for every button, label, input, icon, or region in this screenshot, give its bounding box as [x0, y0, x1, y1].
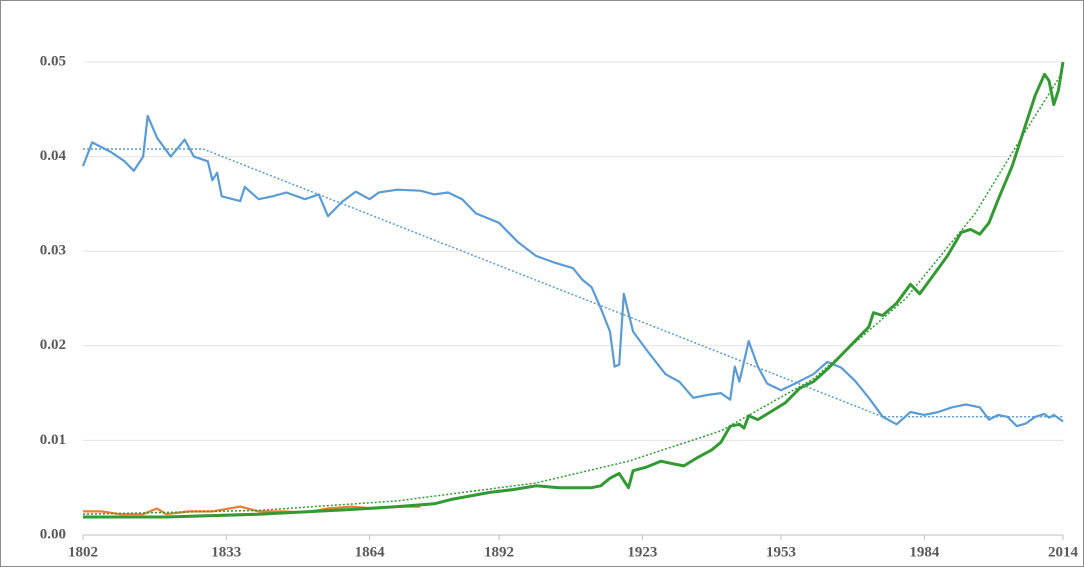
data-line — [81, 114, 1064, 428]
y-tick-label: 0.04 — [40, 148, 67, 164]
y-tick-label: 0.00 — [40, 526, 66, 542]
x-tick-label: 1953 — [766, 544, 796, 560]
y-tick-label: 0.03 — [40, 243, 66, 259]
data-line — [83, 61, 1065, 519]
trend-line — [82, 71, 1064, 515]
trend-line — [83, 148, 1063, 418]
x-tick-label: 1892 — [484, 544, 514, 560]
x-tick-label: 1864 — [355, 544, 386, 560]
x-tick-label: 1923 — [627, 544, 657, 560]
y-tick-label: 0.02 — [40, 337, 66, 353]
x-tick-label: 1802 — [68, 544, 98, 560]
x-tick-label: 1833 — [211, 544, 241, 560]
x-tick-label: 1984 — [909, 544, 940, 560]
y-tick-label: 0.01 — [40, 432, 66, 448]
data-line — [83, 505, 421, 516]
x-tick-label: 2014 — [1048, 544, 1079, 560]
y-tick-label: 0.05 — [40, 53, 66, 69]
